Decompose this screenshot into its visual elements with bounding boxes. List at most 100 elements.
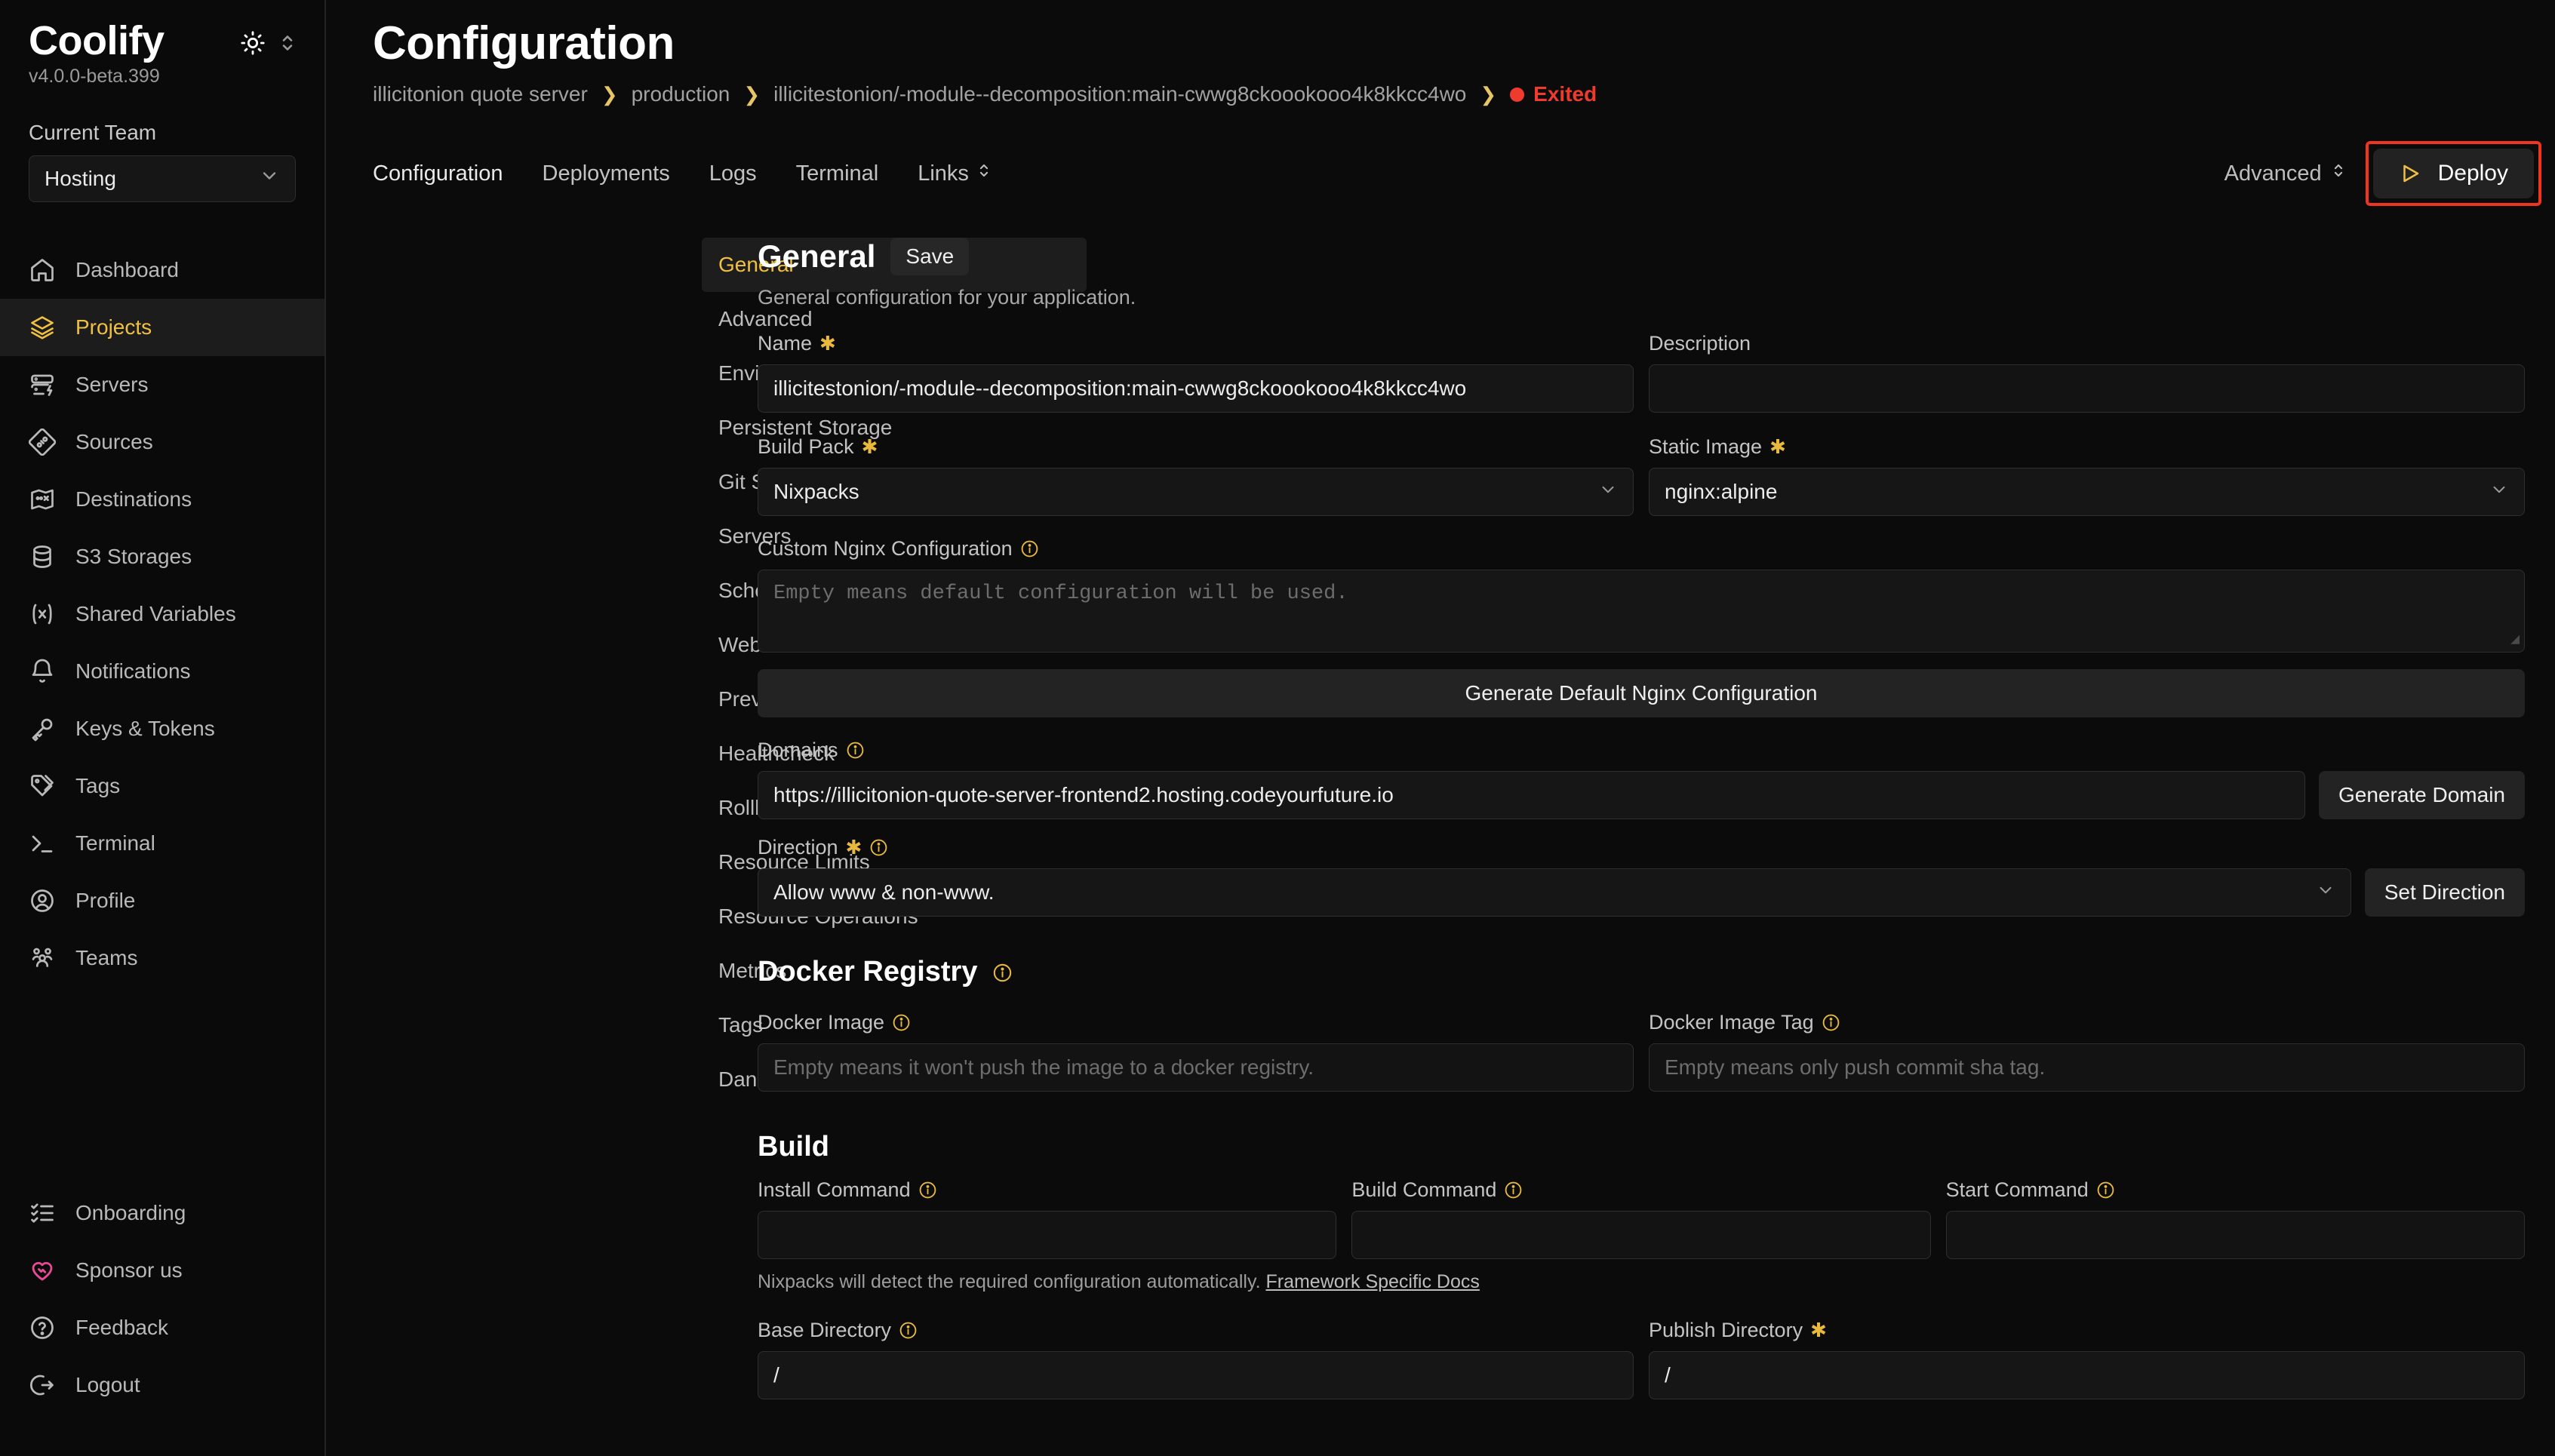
sidebar-item-notifications[interactable]: Notifications: [0, 643, 324, 700]
tab-links[interactable]: Links: [918, 160, 992, 187]
team-select[interactable]: Hosting: [29, 155, 296, 202]
subnav-item-metrics[interactable]: Metrics: [702, 944, 1087, 998]
subnav-item-servers[interactable]: Servers: [702, 509, 1087, 564]
users-icon: [29, 945, 56, 972]
start-command-input[interactable]: [1945, 1211, 2525, 1259]
sidebar-item-dashboard[interactable]: Dashboard: [0, 241, 324, 299]
breadcrumb-environment[interactable]: production: [631, 82, 730, 106]
subnav-item-advanced[interactable]: Advanced: [702, 292, 1087, 346]
heart-handshake-icon: [29, 1257, 56, 1284]
buildpack-staticimage-row: Build Pack ✱ Nixpacks Static Image: [758, 435, 2525, 516]
checklist-icon: [29, 1200, 56, 1227]
description-input[interactable]: [1649, 364, 2525, 413]
install-command-input[interactable]: [758, 1211, 1337, 1259]
sidebar-item-logout[interactable]: Logout: [0, 1356, 324, 1414]
spacer: [758, 917, 2525, 956]
label-text: Direction: [758, 836, 838, 859]
publish-directory-input[interactable]: /: [1649, 1351, 2525, 1399]
info-icon[interactable]: [992, 963, 1012, 982]
docker-image-tag-label: Docker Image Tag: [1649, 1011, 2525, 1034]
generate-nginx-config-button[interactable]: Generate Default Nginx Configuration: [758, 669, 2525, 717]
subnav-item-persistent-storage[interactable]: Persistent Storage: [702, 401, 1087, 455]
framework-docs-link[interactable]: Framework Specific Docs: [1265, 1271, 1480, 1292]
info-icon[interactable]: [2096, 1181, 2115, 1200]
name-input[interactable]: illicitestonion/-module--decomposition:m…: [758, 364, 1634, 413]
sidebar-item-teams[interactable]: Teams: [0, 929, 324, 987]
breadcrumb-project[interactable]: illicitonion quote server: [373, 82, 588, 106]
docker-image-input[interactable]: Empty means it won't push the image to a…: [758, 1043, 1634, 1092]
static-image-select[interactable]: nginx:alpine: [1649, 468, 2525, 516]
docker-image-row: Docker Image Empty means it won't push t…: [758, 1011, 2525, 1092]
subnav-label: Metrics: [718, 959, 787, 982]
start-command-label: Start Command: [1946, 1178, 2525, 1202]
sidebar-item-servers[interactable]: Servers: [0, 356, 324, 413]
subnav-label: General: [718, 253, 794, 276]
sidebar-item-sources[interactable]: Sources: [0, 413, 324, 471]
subnav-item-healthcheck[interactable]: Healthcheck: [702, 726, 1087, 781]
sidebar-item-feedback[interactable]: Feedback: [0, 1299, 324, 1356]
label-text: Install Command: [758, 1178, 911, 1201]
subnav-label: Healthcheck: [718, 742, 835, 765]
info-icon[interactable]: [918, 1181, 937, 1200]
build-pack-select[interactable]: Nixpacks: [758, 468, 1634, 516]
info-icon[interactable]: [846, 741, 865, 760]
generate-domain-label: Generate Domain: [2338, 783, 2505, 806]
tab-logs[interactable]: Logs: [709, 161, 757, 186]
config-subnav: General Advanced Environment Variables P…: [326, 238, 1087, 1399]
direction-group: Direction ✱ Allow www & non-www.: [758, 836, 2525, 917]
info-icon[interactable]: [1504, 1181, 1523, 1200]
sidebar-item-terminal[interactable]: Terminal: [0, 815, 324, 872]
tab-bar-actions: Advanced Deploy: [2224, 141, 2555, 206]
sun-icon[interactable]: [240, 30, 266, 56]
resize-grip-icon[interactable]: ◢: [2510, 631, 2520, 649]
nginx-config-placeholder: Empty means default configuration will b…: [773, 582, 1348, 605]
tab-configuration[interactable]: Configuration: [373, 161, 503, 186]
advanced-dropdown[interactable]: Advanced: [2224, 160, 2346, 187]
sidebar-item-tags[interactable]: Tags: [0, 757, 324, 815]
save-button[interactable]: Save: [890, 238, 970, 275]
breadcrumb-resource[interactable]: illicitestonion/-module--decomposition:m…: [773, 82, 1467, 106]
tab-terminal[interactable]: Terminal: [796, 161, 879, 186]
sidebar-item-sponsor-us[interactable]: Sponsor us: [0, 1242, 324, 1299]
generate-domain-button[interactable]: Generate Domain: [2318, 771, 2525, 819]
sidebar-item-onboarding[interactable]: Onboarding: [0, 1184, 324, 1242]
sidebar-item-label: Terminal: [75, 831, 155, 855]
info-icon[interactable]: [1822, 1013, 1840, 1032]
set-direction-button[interactable]: Set Direction: [2364, 868, 2525, 917]
direction-select[interactable]: Allow www & non-www.: [758, 868, 2351, 917]
chevron-updown-icon[interactable]: [279, 30, 296, 56]
chevron-down-icon: [259, 165, 280, 192]
deploy-button[interactable]: Deploy: [2372, 149, 2534, 198]
info-icon[interactable]: [892, 1013, 911, 1032]
sidebar-item-destinations[interactable]: Destinations: [0, 471, 324, 528]
sidebar-item-shared-variables[interactable]: Shared Variables: [0, 585, 324, 643]
sidebar-item-profile[interactable]: Profile: [0, 872, 324, 929]
docker-image-tag-input[interactable]: Empty means only push commit sha tag.: [1649, 1043, 2525, 1092]
layers-icon: [29, 314, 56, 341]
base-directory-input[interactable]: /: [758, 1351, 1634, 1399]
info-icon[interactable]: [1020, 539, 1039, 558]
sidebar-item-projects[interactable]: Projects: [0, 298, 324, 356]
label-text: Publish Directory: [1649, 1319, 1803, 1341]
database-icon: [29, 543, 56, 570]
page-title: Configuration: [373, 17, 675, 69]
sidebar-item-s3-storages[interactable]: S3 Storages: [0, 528, 324, 585]
name-label: Name ✱: [758, 332, 1634, 355]
info-icon[interactable]: [869, 838, 888, 857]
required-marker: ✱: [819, 332, 836, 355]
tab-deployments[interactable]: Deployments: [543, 161, 670, 186]
subnav-item-tags[interactable]: Tags: [702, 998, 1087, 1052]
section-subtitle: General configuration for your applicati…: [758, 286, 1136, 309]
label-text: Description: [1649, 332, 1751, 355]
static-image-value: nginx:alpine: [1665, 480, 1778, 503]
static-image-label: Static Image ✱: [1649, 435, 2525, 459]
direction-label: Direction ✱: [758, 836, 2525, 859]
info-icon[interactable]: [899, 1321, 918, 1340]
subnav-label: Servers: [718, 524, 792, 548]
nginx-config-textarea[interactable]: Empty means default configuration will b…: [758, 570, 2525, 653]
brand-row: Coolify: [0, 20, 324, 63]
tab-label: Configuration: [373, 161, 503, 186]
domains-input[interactable]: https://illicitonion-quote-server-fronte…: [758, 771, 2305, 819]
sidebar-item-keys-tokens[interactable]: Keys & Tokens: [0, 700, 324, 757]
build-command-input[interactable]: [1351, 1211, 1931, 1259]
